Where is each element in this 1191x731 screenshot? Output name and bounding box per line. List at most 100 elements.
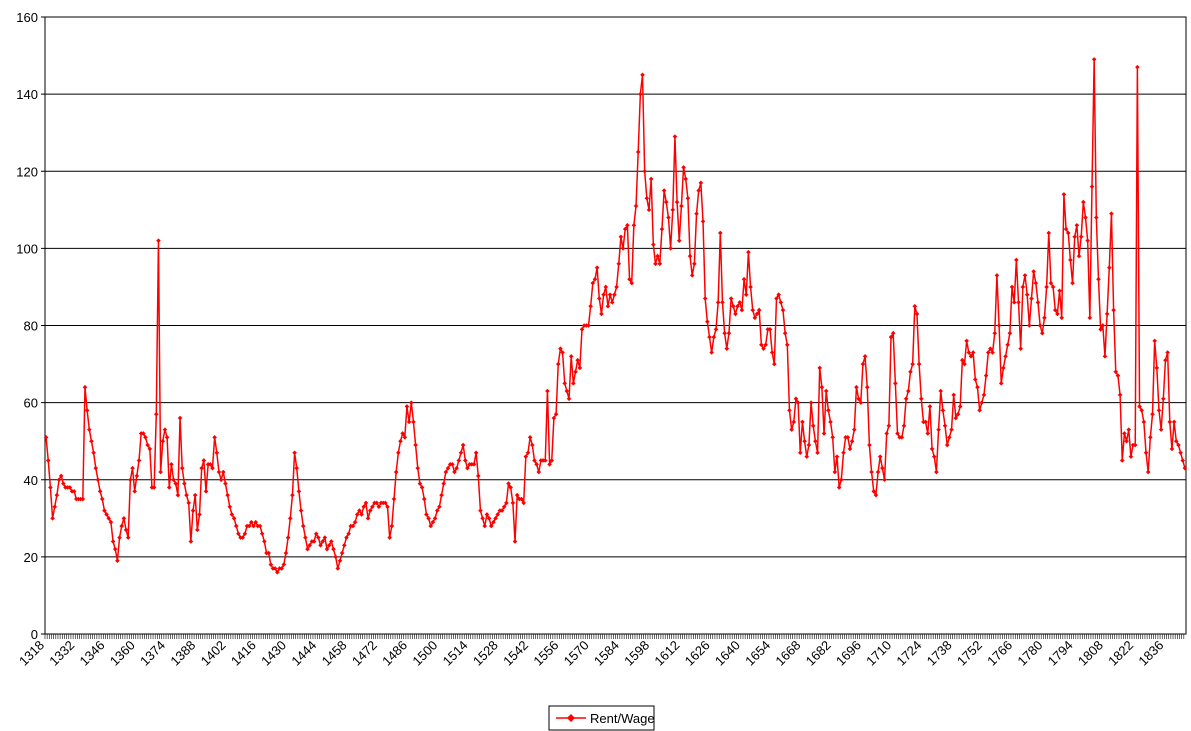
data-point [856, 396, 861, 402]
data-point [927, 404, 933, 409]
data-point [43, 435, 49, 440]
data-point [266, 550, 271, 556]
data-point [596, 296, 602, 301]
data-point [970, 350, 976, 355]
data-point [354, 512, 360, 517]
x-tick-label: 1598 [621, 638, 652, 669]
data-point [1094, 215, 1099, 220]
data-point [169, 462, 174, 467]
data-point [839, 477, 844, 483]
x-tick-label: 1430 [258, 638, 289, 669]
data-point [450, 462, 455, 467]
data-point [337, 558, 343, 564]
data-point [789, 427, 794, 432]
data-point [750, 307, 756, 313]
data-point [644, 195, 650, 201]
data-point [99, 496, 105, 502]
data-point [424, 512, 429, 517]
data-point [895, 431, 900, 436]
data-point [756, 307, 762, 313]
data-point [508, 485, 513, 490]
x-tick-label: 1556 [530, 638, 561, 669]
data-point [156, 238, 161, 243]
data-point [823, 388, 829, 394]
data-point [134, 473, 140, 479]
data-point [117, 535, 122, 540]
data-point [56, 477, 62, 483]
data-point [1029, 296, 1034, 301]
data-point [651, 242, 656, 247]
data-point [173, 481, 179, 486]
data-point [463, 458, 468, 463]
legend: Rent/Wage [548, 705, 655, 731]
data-point [1037, 323, 1043, 328]
data-point [115, 558, 120, 564]
data-point [573, 369, 578, 375]
x-tick-label: 1542 [500, 638, 531, 669]
data-point [510, 500, 516, 506]
y-tick-label: 60 [24, 396, 38, 411]
data-point [521, 500, 526, 506]
x-tick-label: 1416 [228, 638, 259, 669]
data-point [365, 516, 371, 521]
data-point [1068, 257, 1073, 263]
data-point [689, 273, 695, 278]
x-tick-label: 1724 [893, 638, 924, 669]
data-point [320, 539, 325, 544]
data-point [406, 419, 412, 425]
x-tick-label: 1682 [803, 638, 834, 669]
data-point [352, 519, 358, 525]
data-point [661, 188, 667, 193]
data-point [454, 465, 459, 471]
data-point [130, 465, 135, 471]
data-point [212, 435, 217, 440]
data-point [599, 311, 604, 317]
data-point [97, 489, 103, 494]
data-point [125, 535, 131, 540]
data-point [1126, 427, 1132, 432]
data-point [344, 535, 349, 540]
data-point [223, 481, 228, 486]
data-point [530, 442, 535, 448]
data-point [52, 504, 58, 510]
data-point [899, 435, 905, 440]
data-point [143, 435, 148, 440]
data-point [931, 454, 937, 459]
data-point [473, 450, 479, 456]
data-point [709, 350, 714, 355]
data-point [199, 465, 204, 471]
data-point [408, 400, 414, 405]
data-point [698, 180, 704, 186]
data-point [1050, 284, 1056, 290]
data-point [1016, 300, 1021, 305]
data-point [713, 327, 719, 332]
data-point [666, 215, 671, 220]
data-point [102, 508, 107, 513]
data-point [190, 508, 196, 513]
data-point [845, 435, 851, 440]
data-point [828, 419, 833, 425]
data-point [983, 373, 989, 378]
data-point [778, 300, 784, 305]
data-point [960, 357, 965, 363]
data-point [262, 539, 267, 544]
data-point [1115, 373, 1121, 378]
data-point [616, 261, 622, 267]
data-point [551, 415, 557, 421]
data-point [201, 458, 207, 463]
data-point [1042, 315, 1047, 321]
data-point [89, 438, 94, 444]
data-point [491, 519, 496, 525]
data-point [906, 388, 911, 394]
data-point [655, 253, 660, 259]
data-point [594, 265, 600, 270]
data-point [858, 400, 864, 405]
data-point [882, 477, 887, 483]
x-tick-label: 1836 [1135, 638, 1166, 669]
data-point [692, 261, 697, 267]
data-point [830, 435, 835, 440]
data-point [571, 381, 576, 386]
data-point [1007, 330, 1013, 336]
x-tick-label: 1822 [1105, 638, 1136, 669]
data-point [456, 458, 462, 463]
